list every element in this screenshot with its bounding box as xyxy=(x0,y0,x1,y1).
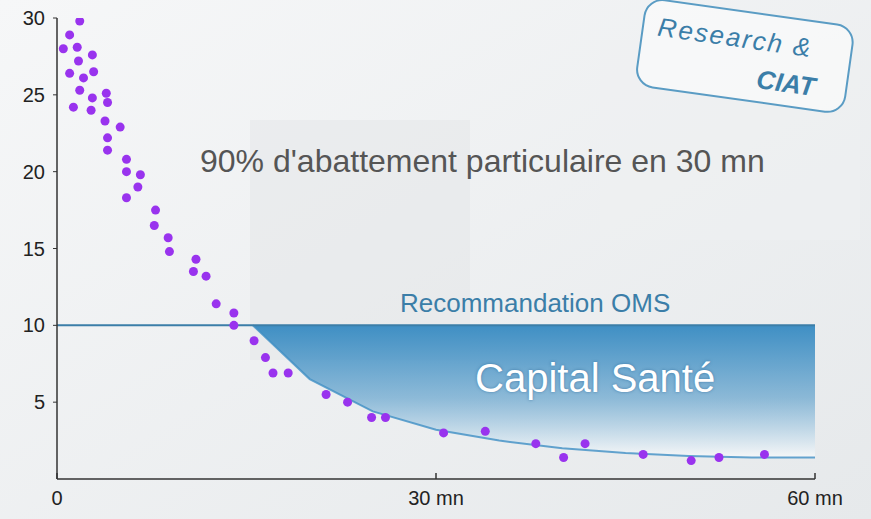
point xyxy=(87,106,96,115)
point xyxy=(103,133,112,142)
y-tick xyxy=(53,248,57,249)
y-tick-label: 5 xyxy=(34,391,45,413)
point xyxy=(133,183,142,192)
point xyxy=(69,103,78,112)
point xyxy=(116,123,125,132)
point xyxy=(559,453,568,462)
x-tick-label: 60 mn xyxy=(787,487,843,509)
x-tick xyxy=(814,473,816,479)
point xyxy=(381,413,390,422)
point xyxy=(261,353,270,362)
point xyxy=(122,193,131,202)
x-tick-label: 30 mn xyxy=(408,487,464,509)
point xyxy=(89,67,98,76)
logo-frame xyxy=(635,0,855,114)
point xyxy=(88,50,97,59)
point xyxy=(150,221,159,230)
area-edge xyxy=(253,325,815,457)
y-tick-label: 10 xyxy=(23,314,45,336)
point xyxy=(103,146,112,155)
point xyxy=(74,57,83,66)
area-label: Capital Santé xyxy=(475,356,715,400)
point xyxy=(760,450,769,459)
point xyxy=(164,233,173,242)
point xyxy=(151,206,160,215)
chart: 5 10 15 20 25 30 0 30 mn 60 mn Research &CIAT 90% … xyxy=(0,0,871,519)
logo-text: CIAT xyxy=(755,64,819,102)
point xyxy=(165,247,174,256)
y-tick xyxy=(53,94,57,95)
point xyxy=(212,299,221,308)
point xyxy=(531,439,540,448)
point xyxy=(101,116,110,125)
point xyxy=(639,450,648,459)
x-tick-label: 0 xyxy=(51,487,62,509)
point xyxy=(687,456,696,465)
point xyxy=(103,98,112,107)
x-tick xyxy=(56,473,58,479)
point xyxy=(343,398,352,407)
y-tick xyxy=(53,402,57,403)
logo: Research &CIAT xyxy=(635,0,855,114)
y-tick-label: 15 xyxy=(23,238,45,260)
point xyxy=(284,368,293,377)
x-tick xyxy=(435,473,437,479)
point xyxy=(481,427,490,436)
y-tick-label: 25 xyxy=(23,84,45,106)
point xyxy=(229,309,238,318)
point xyxy=(65,69,74,78)
point xyxy=(269,368,278,377)
reference-line xyxy=(57,324,815,326)
area xyxy=(253,325,815,457)
point xyxy=(122,167,131,176)
point xyxy=(191,255,200,264)
y-tick xyxy=(53,171,57,172)
point xyxy=(322,390,331,399)
title: 90% d'abattement particulaire en 30 mn xyxy=(200,143,765,179)
y-tick xyxy=(53,18,57,19)
reference-label: Recommandation OMS xyxy=(400,288,670,318)
point xyxy=(88,93,97,102)
point xyxy=(59,44,68,53)
point xyxy=(229,321,238,330)
point xyxy=(714,453,723,462)
y-tick-label: 30 xyxy=(23,7,45,29)
point xyxy=(122,155,131,164)
point xyxy=(439,428,448,437)
point xyxy=(75,86,84,95)
point xyxy=(581,439,590,448)
point xyxy=(102,89,111,98)
point xyxy=(79,73,88,82)
point xyxy=(367,413,376,422)
point xyxy=(73,43,82,52)
point xyxy=(136,170,145,179)
point xyxy=(250,336,259,345)
point xyxy=(202,272,211,281)
point xyxy=(189,267,198,276)
point xyxy=(75,18,84,26)
y-tick xyxy=(53,325,57,326)
point xyxy=(65,30,74,39)
y-tick-label: 20 xyxy=(23,161,45,183)
logo-text: Research & xyxy=(656,12,815,63)
